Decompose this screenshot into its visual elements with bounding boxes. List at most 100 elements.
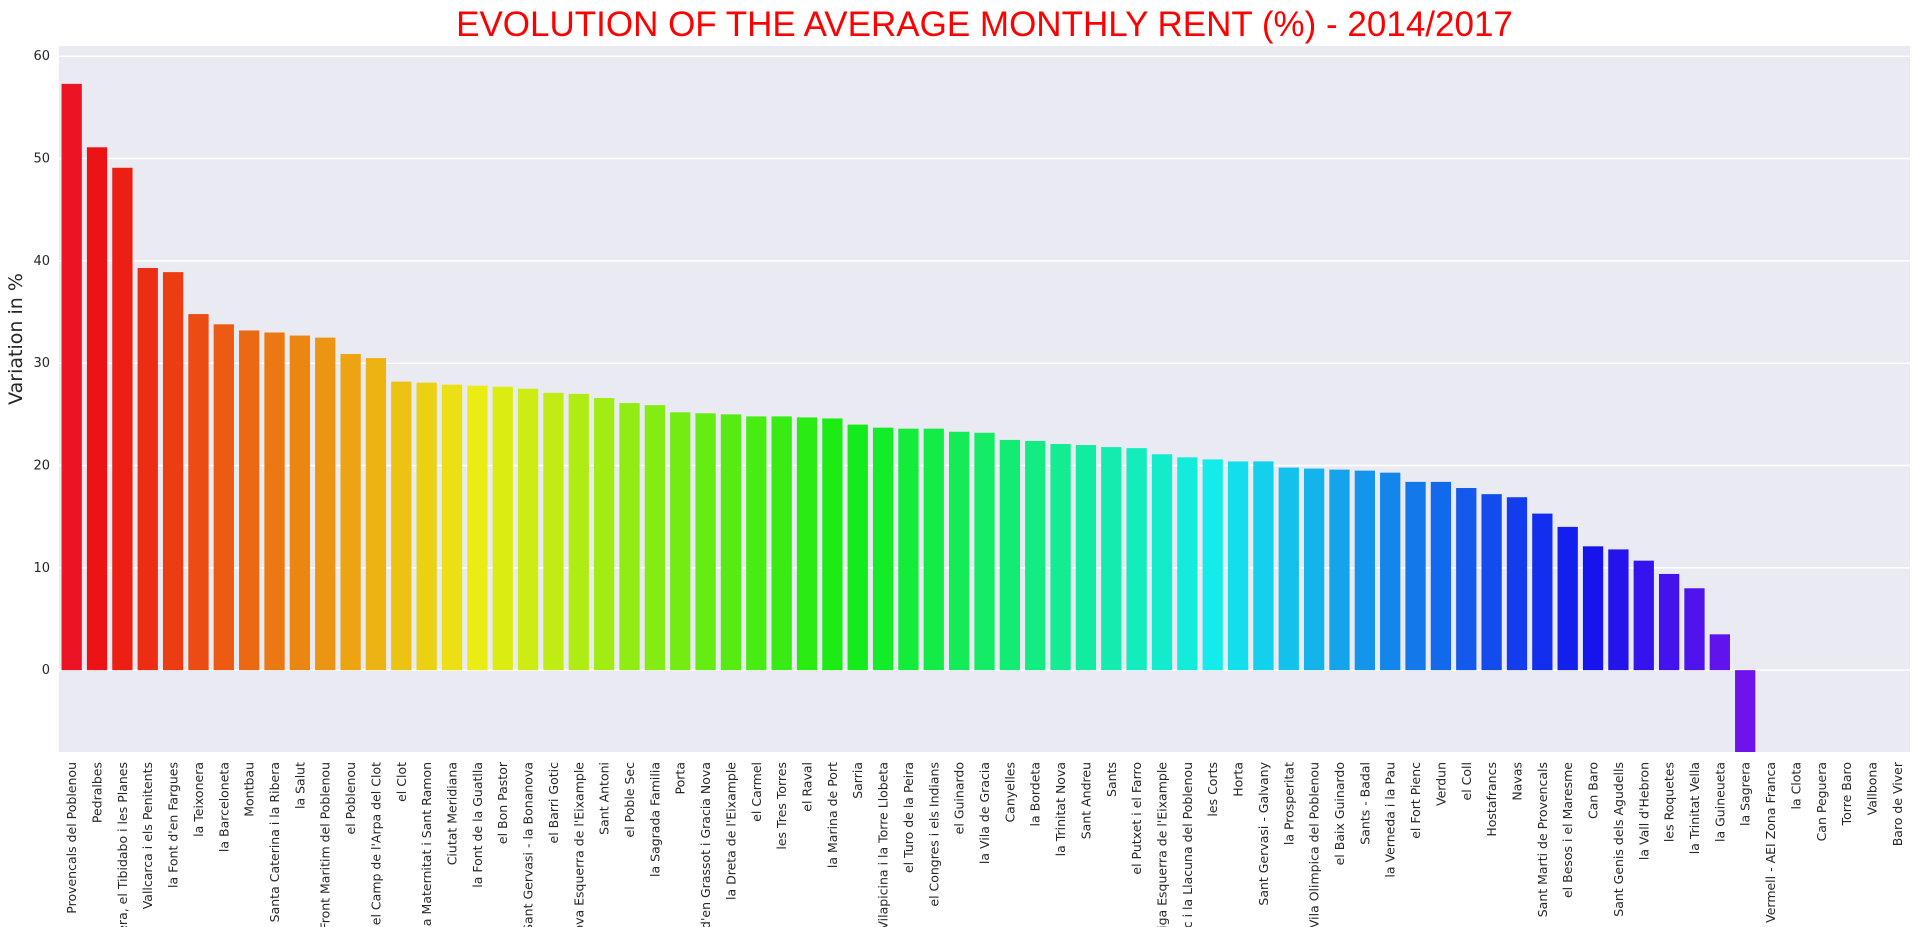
x-tick-label: la Verneda i la Pau (1383, 762, 1398, 878)
y-tick-label: 50 (33, 152, 50, 167)
x-tick-label: la Trinitat Nova (1053, 762, 1068, 856)
bar (441, 384, 463, 671)
bar (746, 416, 767, 671)
x-tick-label: Sant Andreu (1078, 762, 1093, 839)
x-axis-ticks: Provencals del Poblenou Pedralbes Vallvidr… (64, 761, 1905, 927)
bar (974, 432, 995, 671)
x-tick-label: Vallcarca i els Penitents (140, 762, 155, 909)
bar (1380, 472, 1401, 671)
bar (695, 413, 716, 671)
bar (1177, 457, 1198, 671)
x-tick-label: Sant Gervasi - Galvany (1256, 761, 1271, 905)
x-tick-label: la Guineueta (1712, 762, 1727, 842)
x-tick-label: l'Antiga Esquerra de l'Eixample (1154, 762, 1169, 927)
x-tick-label: la Prosperitat (1281, 762, 1296, 845)
x-tick-label: les Tres Torres (774, 762, 789, 850)
bar (340, 353, 361, 671)
x-tick-label: la Marina de Port (825, 762, 840, 868)
x-tick-label: el Guinardo (952, 762, 967, 834)
bar (416, 382, 437, 671)
bar (1735, 670, 1756, 752)
bar (568, 393, 589, 671)
x-tick-label: el Coll (1459, 762, 1474, 800)
x-tick-label: Provencals del Poblenou (64, 762, 79, 914)
bar (86, 147, 108, 671)
bar (467, 385, 488, 671)
x-tick-label: el Turo de la Peira (901, 762, 916, 873)
x-tick-label: la Maternitat i Sant Ramon (419, 762, 434, 927)
bar (644, 405, 666, 671)
x-tick-label: el Clot (394, 762, 409, 802)
y-axis-ticks: 0 10 20 30 40 50 60 (33, 49, 50, 678)
x-tick-label: la Clota (1788, 762, 1803, 810)
x-tick-label: Can Peguera (1814, 762, 1829, 841)
bar (594, 397, 615, 671)
x-tick-label: la Font d'en Fargues (166, 762, 181, 888)
bar (543, 392, 564, 671)
y-tick-label: 40 (33, 254, 50, 269)
bar (1532, 513, 1553, 671)
bar (1633, 560, 1654, 671)
bar (1126, 448, 1147, 671)
bar (264, 332, 285, 671)
bar (1557, 526, 1578, 671)
x-tick-label: Sant Antoni (597, 762, 612, 835)
x-tick-label: la Vila de Gracia (977, 762, 992, 864)
bar (1075, 445, 1097, 671)
x-tick-label: la Vila Olimpica del Poblenou (1307, 762, 1322, 927)
x-tick-label: la Salut (292, 762, 307, 809)
bar (188, 314, 209, 671)
bar (1101, 447, 1122, 671)
x-tick-label: Vilapicina i la Torre Llobeta (876, 762, 891, 927)
x-tick-label: la Dreta de l'Eixample (723, 762, 738, 900)
bar (1025, 440, 1046, 671)
bar (112, 167, 133, 671)
bar (1050, 444, 1071, 671)
bar (289, 335, 311, 671)
bar (1253, 461, 1274, 671)
x-tick-label: Verdun (1433, 762, 1448, 806)
x-tick-label: el Bon Pastor (495, 761, 510, 844)
bar (720, 414, 742, 671)
x-tick-label: la Marina del Prat Vermell - AEI Zona Fr… (1763, 762, 1778, 927)
bar (1354, 470, 1375, 671)
x-tick-label: Vallvidrera, el Tibidabo i les Planes (115, 762, 130, 927)
bar (517, 388, 539, 671)
bar (213, 324, 234, 671)
bar (1227, 461, 1249, 671)
x-tick-label: la Teixonera (191, 762, 206, 837)
x-tick-label: Sant Pere, Santa Caterina i la Ribera (267, 762, 282, 927)
x-tick-label: la Barceloneta (216, 762, 231, 852)
bar (1456, 488, 1477, 671)
bar (872, 427, 894, 671)
x-tick-label: Sants (1104, 762, 1119, 797)
bar (670, 412, 691, 671)
bar (1481, 494, 1502, 671)
bar (1278, 467, 1299, 671)
bar (1430, 481, 1452, 671)
bar (923, 428, 944, 671)
bar (1582, 546, 1604, 671)
x-tick-label: el Putxet i el Farro (1129, 762, 1144, 875)
x-tick-label: el Camp de l'Arpa del Clot (368, 762, 383, 925)
x-tick-label: Hostafrancs (1484, 762, 1499, 837)
y-tick-label: 10 (33, 561, 50, 576)
x-tick-label: la Trinitat Vella (1687, 762, 1702, 854)
x-tick-label: Navas (1509, 762, 1524, 801)
bar (1202, 459, 1223, 671)
x-tick-label: Torre Baro (1839, 762, 1854, 826)
x-tick-label: Porta (673, 762, 688, 794)
bar (1405, 481, 1426, 671)
x-tick-label: el Barri Gotic (546, 762, 561, 844)
x-tick-label: el Besos i el Maresme (1560, 762, 1575, 898)
bars (61, 83, 1756, 752)
bar (1506, 497, 1528, 671)
x-tick-label: Baro de Viver (1890, 761, 1905, 846)
x-tick-label: Can Baro (1586, 762, 1601, 819)
y-tick-label: 0 (42, 663, 50, 678)
x-tick-label: el Fort Pienc (1408, 762, 1423, 839)
bar (1684, 588, 1705, 671)
bar (1303, 468, 1325, 671)
x-tick-label: Sarria (850, 762, 865, 799)
x-tick-label: la Font de la Guatlla (470, 762, 485, 888)
